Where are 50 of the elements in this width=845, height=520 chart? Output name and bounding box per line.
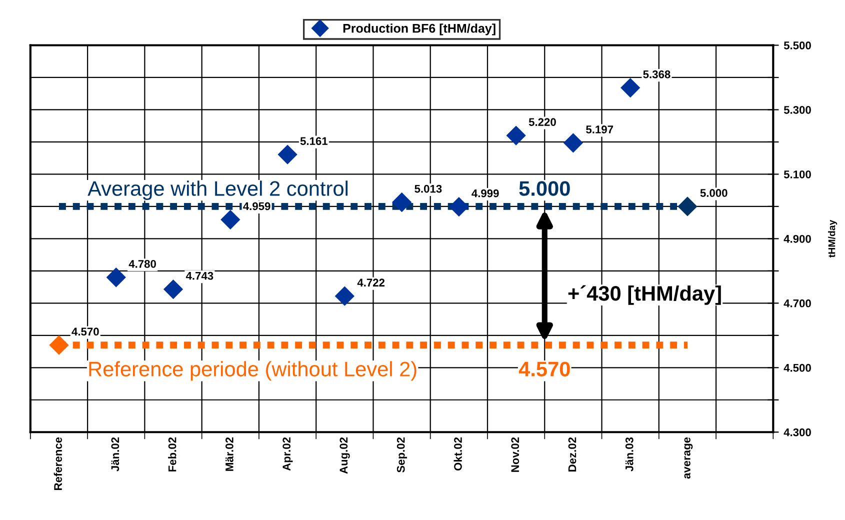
data-label: 5.197 — [586, 126, 614, 134]
point — [164, 280, 183, 299]
x-tick-label: Jän.03 — [625, 437, 634, 472]
point — [678, 196, 698, 216]
y-tick-label: 4.300 — [784, 428, 811, 436]
x-tick-label: Nov.02 — [511, 437, 520, 472]
data-label: 5.368 — [643, 70, 670, 78]
y-tick-label: 4.700 — [784, 299, 811, 308]
point — [278, 145, 298, 164]
ref-line-label: Average with Level 2 control — [88, 180, 348, 200]
y2-axis-title: tHM/day — [828, 220, 838, 258]
annotation: 5.000 — [519, 181, 570, 196]
x-tick-label: Apr.02 — [282, 437, 293, 471]
point — [506, 126, 526, 146]
y-tick-label: 4.900 — [784, 234, 811, 243]
point — [449, 197, 468, 216]
point — [564, 133, 583, 152]
point — [620, 78, 640, 98]
data-label: 4.999 — [472, 189, 499, 198]
ref-line-label: Reference periode (without Level 2) — [89, 361, 416, 381]
x-tick-label: Sep.02 — [396, 437, 407, 472]
point — [392, 192, 412, 212]
data-label: 5.220 — [528, 118, 556, 126]
y-tick-label: 5.300 — [784, 106, 811, 114]
data-label: 4.959 — [243, 202, 270, 210]
x-tick-label: Mär.02 — [226, 437, 234, 471]
y-tick-label: 4.500 — [784, 364, 811, 372]
data-label: 5.013 — [414, 184, 442, 193]
x-tick-label: Dez.02 — [568, 437, 576, 472]
point — [335, 286, 354, 306]
x-tick-label: Jän.02 — [111, 437, 120, 472]
data-label: 4.722 — [357, 278, 385, 286]
y-tick-label: 5.100 — [784, 170, 811, 178]
annotation: +´430 [tHM/day] — [568, 285, 721, 305]
data-label: 5.161 — [300, 137, 328, 146]
y-tick-label: 5.500 — [784, 42, 811, 50]
point — [220, 210, 240, 230]
point — [49, 336, 69, 355]
data-label: 5.000 — [700, 189, 728, 197]
point — [106, 268, 126, 287]
legend-label: Production BF6 [tHM/day] — [343, 24, 496, 36]
x-tick-label: average — [684, 437, 693, 479]
x-tick-label: Okt.02 — [454, 437, 462, 470]
x-tick-label: Reference — [54, 437, 62, 490]
x-tick-label: Feb.02 — [168, 437, 176, 472]
data-label: 4.780 — [128, 260, 156, 268]
data-label: 4.743 — [186, 272, 214, 280]
x-tick-label: Aug.02 — [340, 437, 350, 474]
data-label: 4.570 — [72, 328, 99, 336]
annotation: 4.570 — [518, 362, 570, 376]
